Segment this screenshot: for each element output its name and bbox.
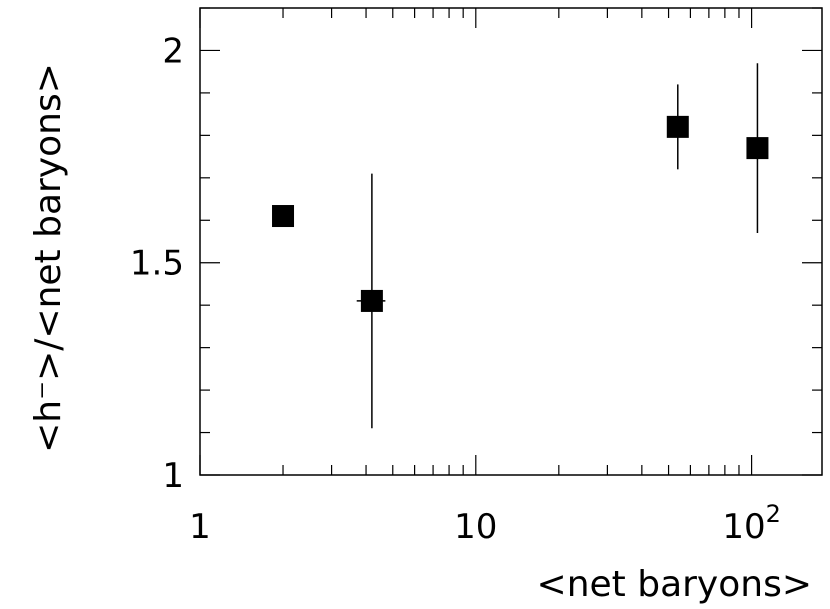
data-point	[666, 115, 689, 138]
y-tick-label: 2	[162, 31, 184, 71]
y-axis-title: <h⁻>/<net baryons>	[28, 63, 69, 453]
data-point	[272, 205, 295, 228]
data-point	[360, 289, 383, 312]
x-tick-label: 102	[722, 500, 781, 547]
x-tick-label: 1	[189, 507, 211, 547]
x-tick-label: 10	[454, 507, 497, 547]
y-tick-label: 1	[162, 456, 184, 496]
y-tick-label: 1.5	[130, 244, 184, 284]
axis-ticks	[199, 7, 822, 476]
x-axis-title: <net baryons>	[537, 564, 812, 605]
data-points	[272, 115, 769, 312]
tick-labels: 1 10 102 1 1.5 2	[130, 31, 781, 547]
plot-frame	[199, 7, 823, 476]
x-tick-label-exponent: 2	[766, 500, 781, 528]
data-point	[746, 137, 769, 160]
